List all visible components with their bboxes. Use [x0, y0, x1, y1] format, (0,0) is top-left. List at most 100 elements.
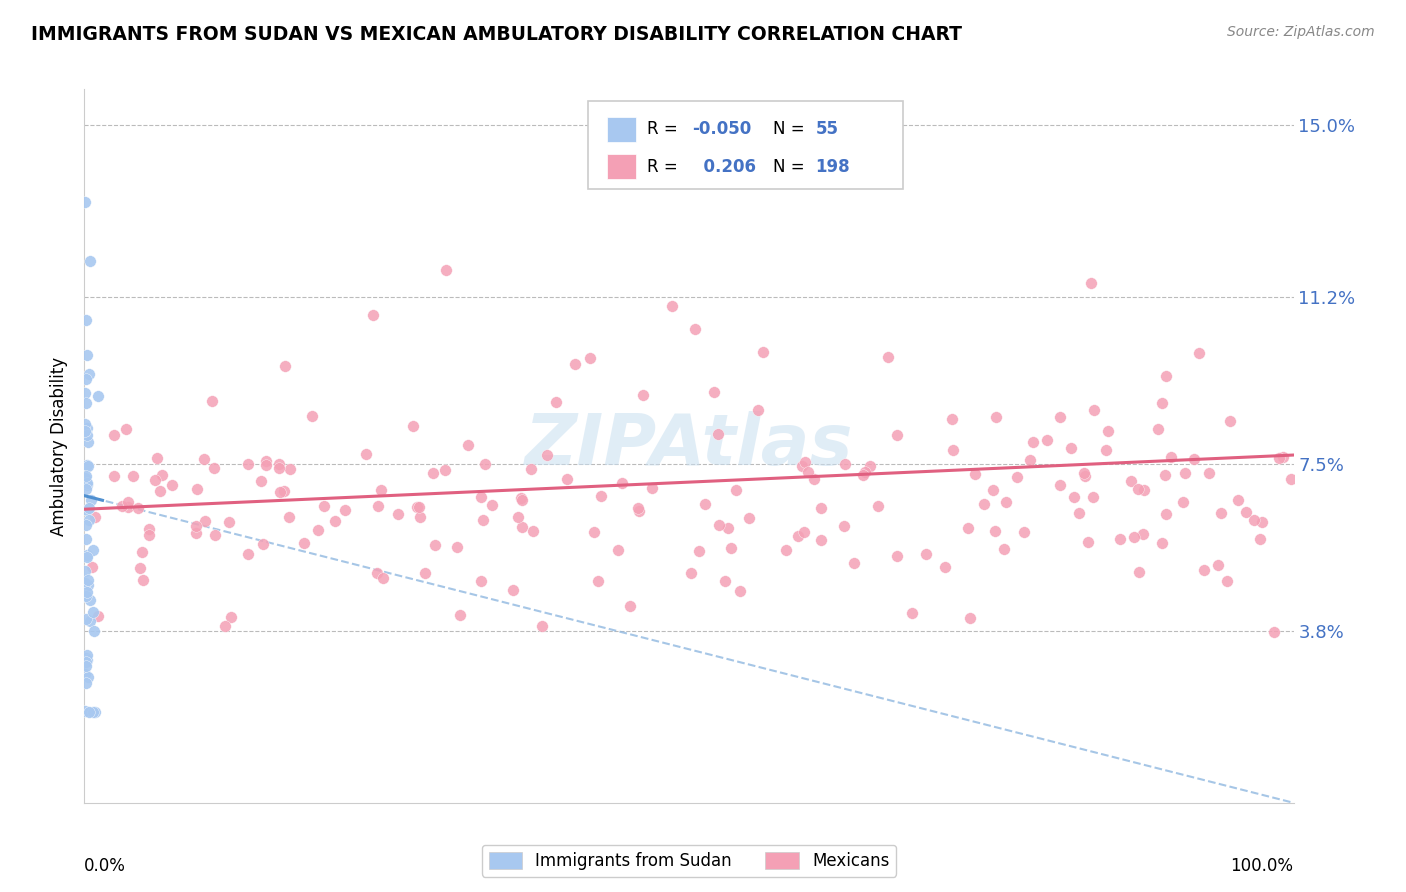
Point [323, 514, 346, 528]
Point [75, 575, 97, 590]
Point [111, 499, 134, 513]
Point [1267, 450, 1289, 465]
Point [366, 566, 388, 581]
Point [522, 524, 544, 539]
Y-axis label: Ambulatory Disability: Ambulatory Disability [51, 357, 69, 535]
Point [122, 468, 145, 483]
Point [75, 650, 97, 665]
Point [87, 389, 110, 403]
Point [886, 428, 908, 442]
Point [204, 528, 226, 542]
Point [1147, 422, 1170, 436]
Point [76, 478, 98, 492]
Point [254, 458, 277, 472]
Point [1263, 624, 1285, 639]
Point [582, 525, 605, 540]
Point [77, 500, 100, 515]
Point [993, 541, 1015, 556]
Point [707, 517, 730, 532]
Point [84, 706, 107, 720]
Point [76, 548, 98, 562]
Point [77, 459, 100, 474]
Point [1150, 536, 1173, 550]
Point [103, 468, 125, 483]
Point [409, 510, 432, 524]
Point [278, 462, 301, 476]
Point [859, 458, 882, 473]
Legend: Immigrants from Sudan, Mexicans: Immigrants from Sudan, Mexicans [482, 845, 896, 877]
Point [775, 542, 797, 557]
Point [76, 427, 98, 442]
Point [77, 573, 100, 587]
Point [703, 384, 725, 399]
Point [1279, 472, 1302, 486]
Point [75, 667, 97, 681]
Point [201, 394, 224, 409]
Point [531, 619, 554, 633]
Point [1132, 527, 1154, 541]
Point [73, 704, 96, 718]
Point [84, 510, 107, 524]
Point [752, 344, 775, 359]
Point [520, 461, 543, 475]
Point [127, 501, 149, 516]
Text: R =: R = [647, 158, 683, 176]
Point [641, 481, 664, 495]
Text: ZIPAtlas: ZIPAtlas [524, 411, 853, 481]
Point [76, 421, 98, 435]
Point [1012, 525, 1035, 540]
Point [73, 589, 96, 603]
Point [79, 592, 101, 607]
Point [252, 537, 274, 551]
Point [1097, 424, 1119, 438]
Point [75, 676, 97, 690]
Point [186, 525, 208, 540]
Point [219, 610, 242, 624]
Point [361, 308, 384, 322]
Point [267, 461, 290, 475]
Point [80, 493, 103, 508]
Point [957, 521, 980, 535]
Point [75, 612, 97, 626]
Point [73, 386, 96, 401]
Point [76, 458, 98, 473]
Point [714, 574, 737, 588]
Point [149, 484, 172, 499]
Point [76, 670, 98, 684]
Point [75, 312, 97, 326]
Point [83, 624, 105, 638]
Point [1074, 468, 1097, 483]
Point [312, 499, 335, 513]
Text: 100.0%: 100.0% [1230, 857, 1294, 875]
Text: N =: N = [773, 120, 810, 138]
Point [75, 372, 97, 386]
Point [370, 483, 392, 497]
Point [627, 501, 650, 516]
Point [717, 521, 740, 535]
Point [75, 589, 97, 603]
Point [1198, 466, 1220, 480]
Point [73, 195, 96, 210]
Point [75, 482, 97, 496]
Point [471, 513, 494, 527]
Point [607, 542, 630, 557]
Point [693, 497, 716, 511]
Point [1171, 495, 1194, 509]
Point [202, 461, 225, 475]
Point [1123, 530, 1146, 544]
Point [959, 610, 981, 624]
Point [834, 457, 856, 471]
Text: 0.206: 0.206 [692, 158, 756, 176]
Point [356, 447, 378, 461]
Point [143, 473, 166, 487]
Point [1108, 532, 1130, 546]
Point [267, 457, 290, 471]
Point [842, 556, 865, 570]
Point [1227, 492, 1250, 507]
Point [186, 482, 208, 496]
Point [502, 582, 524, 597]
Point [1083, 403, 1105, 417]
Point [852, 468, 875, 483]
Text: 55: 55 [815, 120, 838, 138]
Point [273, 484, 295, 499]
